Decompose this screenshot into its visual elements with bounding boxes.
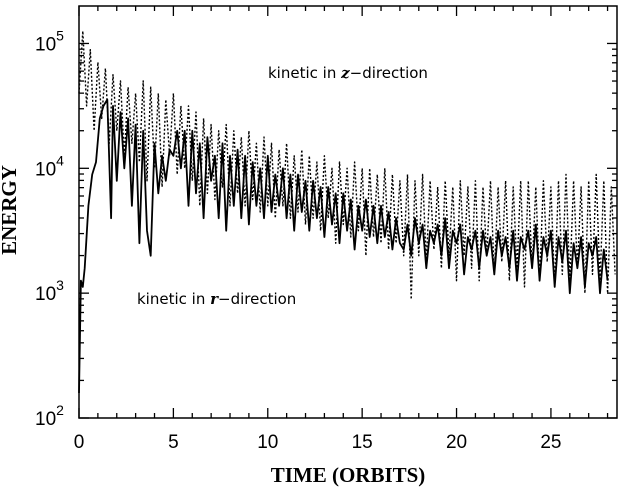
annotation-z-suffix: −direction xyxy=(350,64,428,82)
annotation-z-var: z xyxy=(340,64,350,82)
series-line-r xyxy=(78,98,609,394)
y-tick-exponent: 3 xyxy=(56,277,64,293)
annotation-r-suffix: −direction xyxy=(218,290,296,308)
x-tick-label: 10 xyxy=(257,432,278,453)
y-tick-exponent: 2 xyxy=(56,402,64,418)
plot-frame xyxy=(78,5,618,419)
annotation-z-prefix: kinetic in xyxy=(268,64,341,82)
annotation-z-direction: kinetic in z−direction xyxy=(268,64,428,82)
x-tick-label: 20 xyxy=(446,432,467,453)
x-tick-label: 25 xyxy=(540,432,561,453)
y-tick-base: 10 xyxy=(35,159,56,180)
annotation-r-var: r xyxy=(210,290,219,308)
annotation-r-prefix: kinetic in xyxy=(137,290,210,308)
x-tick-label: 15 xyxy=(352,432,373,453)
x-tick-label: 0 xyxy=(74,432,85,453)
annotation-r-direction: kinetic in r−direction xyxy=(137,290,296,308)
y-tick-label: 104 xyxy=(35,152,64,180)
y-tick-label: 102 xyxy=(35,402,64,430)
series-line-z xyxy=(78,30,616,301)
y-axis-title: ENERGY xyxy=(0,165,21,255)
plot-border xyxy=(78,5,618,419)
y-tick-base: 10 xyxy=(35,34,56,55)
y-tick-base: 10 xyxy=(35,284,56,305)
y-tick-exponent: 5 xyxy=(56,27,64,43)
y-tick-label: 105 xyxy=(35,27,64,55)
x-tick-label: 5 xyxy=(168,432,179,453)
x-axis-title: TIME (ORBITS) xyxy=(271,463,426,487)
series-layer xyxy=(78,30,616,394)
y-tick-label: 103 xyxy=(35,277,64,305)
y-tick-exponent: 4 xyxy=(56,152,64,168)
y-tick-base: 10 xyxy=(35,409,56,430)
